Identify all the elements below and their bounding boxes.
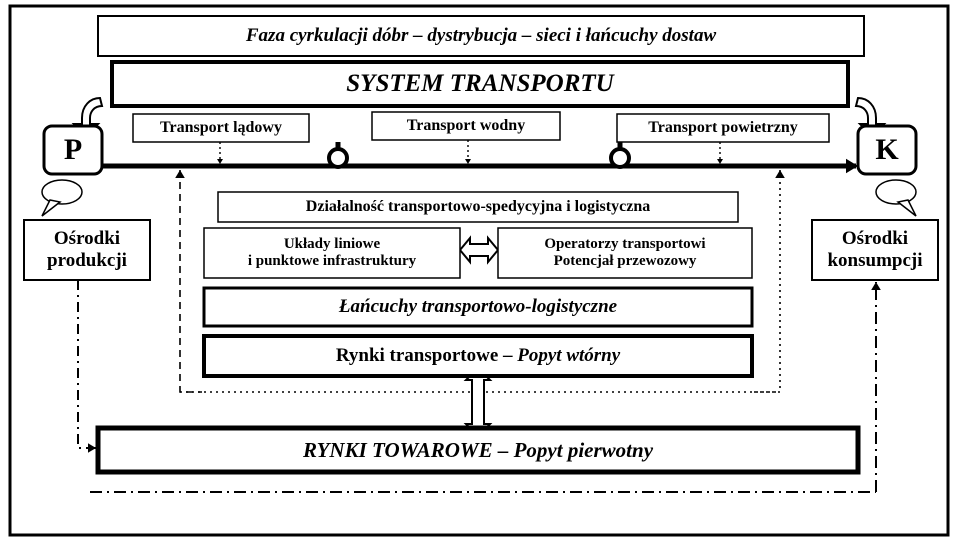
node-dzial: Działalność transportowo-spedycyjna i lo… xyxy=(218,192,738,222)
node-faza: Faza cyrkulacji dóbr – dystrybucja – sie… xyxy=(98,16,864,56)
node-system-label: SYSTEM TRANSPORTU xyxy=(346,70,613,99)
node-kons-label: Ośrodki konsumpcji xyxy=(827,228,922,272)
node-rynki_t: Rynki transportowe – Popyt wtórny xyxy=(204,336,752,376)
node-p-label: P xyxy=(64,133,82,168)
node-prod: Ośrodki produkcji xyxy=(24,220,150,280)
node-p: P xyxy=(44,126,102,174)
node-k: K xyxy=(858,126,916,174)
node-uklady-label: Układy liniowe i punktowe infrastruktury xyxy=(248,236,416,271)
node-oper-label: Operatorzy transportowi Potencjał przewo… xyxy=(544,236,705,271)
node-t_air: Transport powietrzny xyxy=(617,114,829,142)
node-dzial-label: Działalność transportowo-spedycyjna i lo… xyxy=(306,198,650,216)
node-faza-label: Faza cyrkulacji dóbr – dystrybucja – sie… xyxy=(246,25,716,47)
node-system: SYSTEM TRANSPORTU xyxy=(112,62,848,106)
node-t_water: Transport wodny xyxy=(372,112,560,140)
node-t_water-label: Transport wodny xyxy=(407,117,525,135)
node-rynki_tow: RYNKI TOWAROWE – Popyt pierwotny xyxy=(98,428,858,472)
node-k-label: K xyxy=(875,133,898,168)
node-lan: Łańcuchy transportowo-logistyczne xyxy=(204,288,752,326)
node-uklady: Układy liniowe i punktowe infrastruktury xyxy=(204,228,460,278)
node-t_land-label: Transport lądowy xyxy=(160,119,282,137)
node-lan-label: Łańcuchy transportowo-logistyczne xyxy=(339,296,617,318)
node-oper: Operatorzy transportowi Potencjał przewo… xyxy=(498,228,752,278)
node-rynki_tow-label: RYNKI TOWAROWE – Popyt pierwotny xyxy=(303,438,653,462)
node-rynki_t-label: Rynki transportowe – Popyt wtórny xyxy=(336,345,620,367)
node-t_air-label: Transport powietrzny xyxy=(648,119,797,137)
node-t_land: Transport lądowy xyxy=(133,114,309,142)
node-kons: Ośrodki konsumpcji xyxy=(812,220,938,280)
node-prod-label: Ośrodki produkcji xyxy=(47,228,127,272)
